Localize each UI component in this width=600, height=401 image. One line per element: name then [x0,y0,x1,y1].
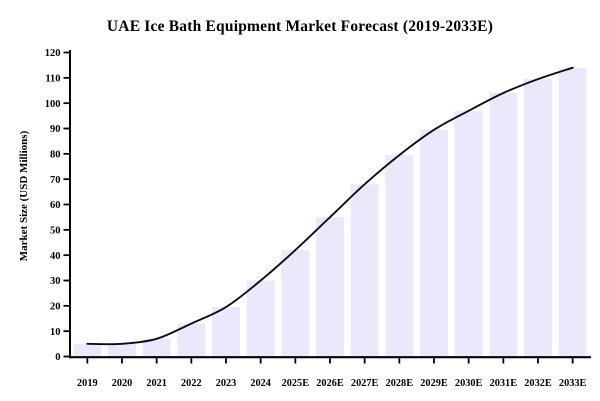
bar-2023 [212,307,240,358]
y-tick-label: 20 [50,301,61,312]
x-tick-label: 2028E [386,378,414,389]
bar-2026E [316,217,344,358]
x-tick-label: 2020 [112,378,133,389]
y-tick-label: 100 [45,99,61,110]
x-tick-label: 2023 [216,378,237,389]
bar-2024 [246,280,275,358]
x-tick-label: 2022 [181,378,202,389]
y-tick-label: 60 [50,200,61,211]
y-tick-label: 90 [50,124,61,135]
y-tick-label: 10 [50,327,61,338]
x-tick-label: 2029E [420,378,448,389]
y-tick-label: 70 [50,175,61,186]
bar-2028E [385,155,414,358]
bar-2029E [420,129,448,358]
y-tick-label: 110 [45,73,60,84]
bar-2031E [489,93,518,358]
x-tick-label: 2030E [455,378,483,389]
bar-2032E [524,79,552,358]
x-tick-label: 2031E [490,378,518,389]
y-tick-label: 0 [55,352,60,363]
bar-2030E [454,110,483,358]
bar-2020 [108,343,136,358]
bar-2021 [142,338,171,358]
trend-line [86,66,574,346]
chart-title: UAE Ice Bath Equipment Market Forecast (… [106,18,494,35]
x-tick-label: 2027E [351,378,379,389]
bar-2019 [73,343,102,358]
x-tick-label: 2026E [316,378,344,389]
y-tick-label: 40 [50,251,61,262]
y-tick-label: 50 [50,225,61,236]
x-tick-label: 2024 [250,378,271,389]
x-tick-label: 2019 [77,378,98,389]
x-tick-label: 2021 [146,378,167,389]
x-tick-label: 2033E [559,378,587,389]
x-tick-label: 2025E [282,378,310,389]
bar-2025E [281,250,310,358]
x-tick-label: 2032E [524,378,552,389]
y-tick-label: 80 [50,149,61,160]
y-tick-label: 120 [45,48,61,59]
bar-2033E [558,67,587,358]
bar-2027E [350,184,379,358]
y-tick-label: 30 [50,276,61,287]
bar-2022 [177,323,206,358]
